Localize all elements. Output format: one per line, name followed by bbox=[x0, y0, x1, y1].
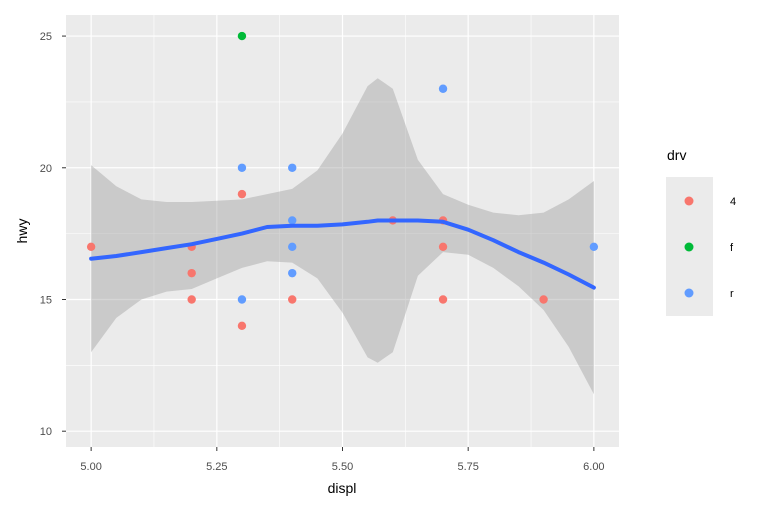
confidence-band-area bbox=[91, 78, 594, 395]
y-axis: 10 15 20 25 bbox=[40, 31, 66, 438]
data-point-4 bbox=[86, 242, 96, 252]
data-point-4 bbox=[288, 295, 297, 304]
legend-key-f bbox=[684, 242, 694, 252]
data-point-4 bbox=[187, 268, 196, 278]
data-point-r bbox=[237, 163, 247, 172]
data-point-r bbox=[288, 268, 297, 278]
y-tick-label: 20 bbox=[40, 163, 52, 175]
legend-key-4 bbox=[684, 196, 694, 206]
data-point-r bbox=[288, 242, 297, 252]
data-point-4 bbox=[187, 295, 196, 304]
data-point-r bbox=[589, 242, 599, 252]
x-tick-label: 6.00 bbox=[583, 461, 604, 473]
data-point-4 bbox=[438, 295, 448, 304]
x-tick-label: 5.75 bbox=[457, 461, 478, 473]
data-point-r bbox=[288, 216, 297, 225]
data-points bbox=[86, 31, 599, 331]
legend-title: drv bbox=[667, 147, 686, 163]
legend-label-r: r bbox=[730, 288, 734, 300]
data-point-4 bbox=[237, 189, 247, 199]
legend-label-f: f bbox=[730, 242, 734, 254]
data-point-4 bbox=[237, 321, 247, 331]
data-point-4 bbox=[438, 242, 448, 252]
legend-label-4: 4 bbox=[730, 196, 736, 208]
legend: drv 4 f r bbox=[666, 147, 736, 316]
data-point-r bbox=[438, 84, 448, 93]
x-axis-title: displ bbox=[328, 480, 357, 496]
x-tick-label: 5.50 bbox=[332, 461, 353, 473]
legend-key-r bbox=[684, 288, 694, 298]
smooth-line bbox=[89, 218, 596, 290]
data-point-f bbox=[237, 31, 247, 41]
smooth-fit-line bbox=[89, 218, 596, 290]
x-tick-label: 5.25 bbox=[206, 461, 227, 473]
data-point-4 bbox=[539, 295, 548, 304]
y-tick-label: 25 bbox=[40, 31, 52, 43]
x-tick-label: 5.00 bbox=[80, 461, 101, 473]
x-axis: 5.00 5.25 5.50 5.75 6.00 bbox=[80, 447, 605, 473]
confidence-band bbox=[91, 78, 594, 395]
y-axis-title: hwy bbox=[14, 219, 30, 244]
y-tick-label: 15 bbox=[40, 294, 52, 306]
data-point-r bbox=[288, 163, 297, 172]
y-tick-label: 10 bbox=[40, 426, 52, 438]
data-point-r bbox=[237, 295, 247, 304]
